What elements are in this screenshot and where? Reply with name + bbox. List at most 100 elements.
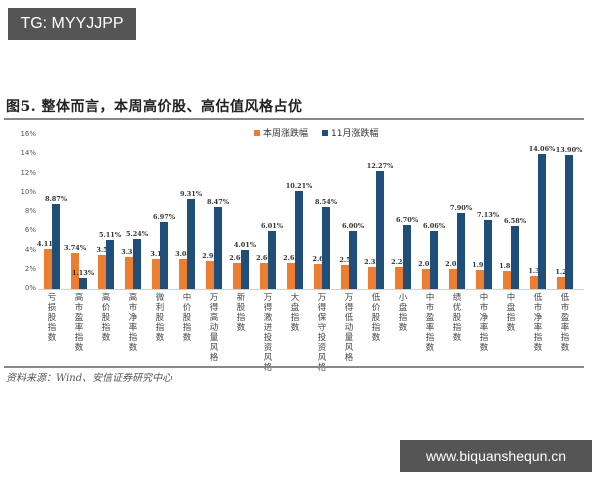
bar-weekly (557, 277, 565, 289)
x-axis-category-label: 中盘指数 (506, 293, 516, 333)
x-axis-category-label: 高价股指数 (101, 293, 111, 343)
x-axis-category-label: 高市盈率指数 (74, 293, 84, 353)
x-axis-category-label: 中市盈率指数 (425, 293, 435, 353)
source-note: 资料来源：Wind、安信证券研究中心 (6, 373, 173, 384)
x-axis-category-label: 万得激进投资风格 (263, 293, 273, 373)
bar-weekly (422, 269, 430, 289)
data-label: 2.24 (391, 258, 407, 267)
data-label: 3.74% (63, 244, 87, 252)
bar-weekly (71, 253, 79, 289)
x-axis-category-label: 低价股指数 (371, 293, 381, 343)
x-axis-category-label: 小盘指数 (398, 293, 408, 333)
data-label: 13.90% (555, 146, 583, 155)
bar-weekly (98, 254, 106, 289)
bar-weekly (179, 259, 187, 289)
y-axis-tick: 14% (20, 149, 36, 158)
bar-monthly (376, 170, 384, 289)
data-label: 7.90% (449, 203, 473, 212)
bar-monthly (133, 238, 141, 289)
bar-monthly (511, 225, 519, 289)
x-axis-category-label: 万得低动量风格 (344, 293, 354, 363)
data-label: 2.66 (256, 254, 272, 263)
y-axis-tick: 4% (24, 245, 36, 254)
data-label: 4.11% (36, 240, 60, 249)
data-label: 2.05 (418, 260, 434, 269)
bar-weekly (152, 258, 160, 289)
title-divider (4, 118, 584, 120)
data-label: 6.00% (341, 222, 365, 231)
bar-weekly (125, 256, 133, 289)
data-label: 2.03 (445, 260, 461, 269)
bar-chart: 0% 2% 4% 6% 8% 10% 12% 14% 16% 4.11% 8.87% 亏损股指数 3.7… (0, 120, 600, 373)
legend-swatch-monthly (322, 129, 329, 136)
data-label: 4.01% (233, 241, 257, 250)
bar-monthly (187, 199, 195, 289)
x-axis-line (38, 289, 584, 290)
data-label: 3.33 (121, 247, 137, 256)
data-label: 7.13% (476, 211, 500, 220)
data-label: 2.5 (339, 255, 351, 264)
bar-monthly (403, 224, 411, 289)
data-label: 2.32 (364, 257, 380, 266)
x-axis-category-label: 万得高动量风格 (209, 293, 219, 363)
source-divider (4, 366, 584, 368)
legend-label-weekly: 本周涨跌幅 (263, 129, 309, 139)
bar-monthly (565, 155, 573, 289)
bar-monthly (295, 190, 303, 289)
data-label: 14.06% (528, 144, 556, 153)
bar-monthly (106, 239, 114, 289)
y-axis-tick: 8% (24, 207, 36, 215)
y-axis-tick: 2% (24, 264, 36, 273)
data-label: 1.93 (472, 261, 488, 270)
y-axis-tick: 10% (20, 187, 36, 196)
bar-weekly (530, 276, 538, 289)
data-label: 6.70% (395, 215, 419, 224)
data-label: 3.08 (175, 250, 191, 259)
chart-legend: 本周涨跌幅 11月涨跌幅 (254, 126, 378, 139)
bar-weekly (260, 263, 268, 289)
y-axis-tick: 0% (24, 284, 36, 292)
data-label: 3.5 (96, 245, 108, 254)
data-label: 1.2 (555, 268, 567, 277)
bar-monthly (484, 220, 492, 289)
x-axis-category-label: 中市净率指数 (479, 293, 489, 353)
data-label: 1.85 (499, 262, 515, 271)
bar-monthly (457, 212, 465, 289)
data-label: 5.24% (125, 229, 149, 238)
x-axis-category-label: 亏损股指数 (47, 293, 57, 343)
data-label: 8.54% (314, 197, 338, 206)
x-axis-category-label: 大盘指数 (290, 293, 300, 333)
legend-swatch-weekly (254, 129, 260, 136)
data-label: 12.27% (366, 161, 394, 170)
legend-item-monthly: 11月涨跌幅 (322, 126, 378, 139)
bar-monthly (430, 230, 438, 289)
bar-monthly (538, 153, 546, 289)
x-axis-category-label: 高市净率指数 (128, 293, 138, 353)
data-label: 2.6 (312, 254, 324, 263)
legend-label-monthly: 11月涨跌幅 (331, 129, 379, 139)
data-label: 10.21% (285, 181, 313, 190)
x-axis-category-label: 万得保守投资风格 (317, 293, 327, 373)
x-axis-category-label: 微利股指数 (155, 293, 165, 343)
watermark-badge-top: TG: MYYJJPP (8, 8, 136, 40)
data-label: 8.47% (206, 198, 230, 207)
bar-weekly (449, 269, 457, 289)
data-label: 9.31% (179, 190, 203, 199)
data-label: 1.13% (71, 269, 95, 278)
watermark-badge-bottom: www.biquanshequn.cn (400, 440, 592, 472)
data-label: 2.66 (229, 254, 245, 263)
bar-monthly (322, 206, 330, 289)
data-label: 6.97% (152, 212, 176, 221)
bar-weekly (395, 267, 403, 289)
data-label: 2.65 (283, 254, 299, 263)
bar-weekly (44, 249, 52, 289)
bar-monthly (52, 203, 60, 289)
bar-monthly (160, 221, 168, 289)
bar-monthly (79, 278, 87, 289)
data-label: 6.58% (503, 216, 527, 225)
bar-weekly (341, 264, 349, 289)
bar-weekly (314, 263, 322, 289)
bar-weekly (368, 266, 376, 289)
bar-weekly (206, 260, 214, 289)
y-axis-tick: 16% (20, 130, 36, 138)
